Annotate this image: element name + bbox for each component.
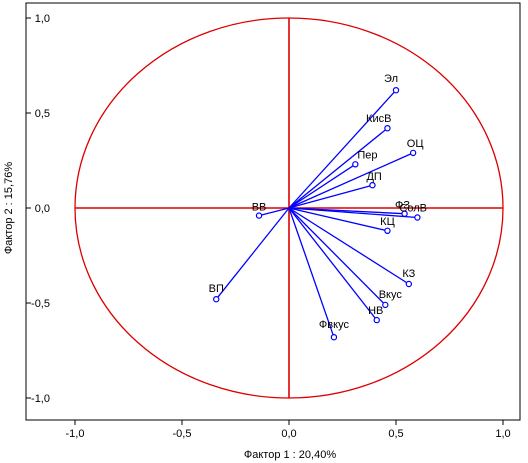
y-axis-label: Фактор 2 : 15,76% — [3, 162, 15, 254]
point-label: Пер — [357, 149, 377, 161]
loading-point — [373, 316, 380, 324]
point-label: ВП — [209, 283, 224, 295]
x-axis-label: Фактор 1 : 20,40% — [244, 449, 336, 461]
x-tick-label: 0,0 — [281, 428, 296, 440]
point-label: КЗ — [402, 268, 415, 280]
y-tick-label: 0,0 — [35, 203, 50, 215]
loading-vector — [288, 89, 397, 209]
point-label: Фвкус — [319, 319, 350, 331]
point-label: Вкус — [379, 289, 403, 301]
loading-point — [352, 161, 359, 168]
loading-point — [369, 181, 376, 189]
loading-vector — [288, 152, 414, 209]
point-label: Эл — [384, 73, 398, 85]
loading-point — [401, 210, 408, 217]
loading-vector — [258, 207, 290, 217]
loading-vector — [288, 207, 410, 285]
loading-vector — [288, 207, 335, 338]
point-label: НВ — [368, 305, 383, 317]
x-tick-label: 0,5 — [388, 428, 403, 440]
loading-vector — [288, 207, 418, 219]
loading-vector — [288, 207, 386, 306]
x-tick-label: -0,5 — [173, 428, 192, 440]
point-label: КисВ — [366, 113, 391, 125]
loading-vector — [288, 163, 356, 209]
loading-point — [384, 124, 391, 132]
loading-point — [255, 212, 263, 219]
point-label: КЦ — [380, 216, 395, 228]
loading-point — [392, 86, 400, 94]
loading-vector — [288, 184, 373, 209]
point-label: ОЦ — [407, 138, 424, 150]
loading-point — [384, 227, 391, 234]
loading-point — [405, 280, 413, 288]
point-label: ФЗ — [395, 200, 410, 212]
loading-point — [409, 149, 417, 157]
loading-vector — [288, 127, 388, 209]
loading-vector — [288, 207, 378, 321]
x-tick-label: 1,0 — [495, 428, 510, 440]
point-label: ВВ — [252, 202, 267, 214]
loading-vector — [288, 207, 388, 232]
loading-point — [414, 214, 421, 221]
plot-area-frame — [25, 2, 521, 421]
loading-vector — [215, 207, 290, 300]
point-label: СолВ — [399, 203, 427, 215]
point-label: ДП — [366, 171, 381, 183]
y-tick-label: 0,5 — [35, 108, 50, 120]
loading-point — [213, 296, 220, 303]
y-tick-label: -1,0 — [31, 393, 50, 405]
x-tick-label: -1,0 — [66, 428, 85, 440]
loading-point — [382, 301, 389, 309]
y-tick-label: -0,5 — [31, 298, 50, 310]
loading-point — [330, 334, 338, 341]
y-tick-label: 1,0 — [35, 13, 50, 25]
